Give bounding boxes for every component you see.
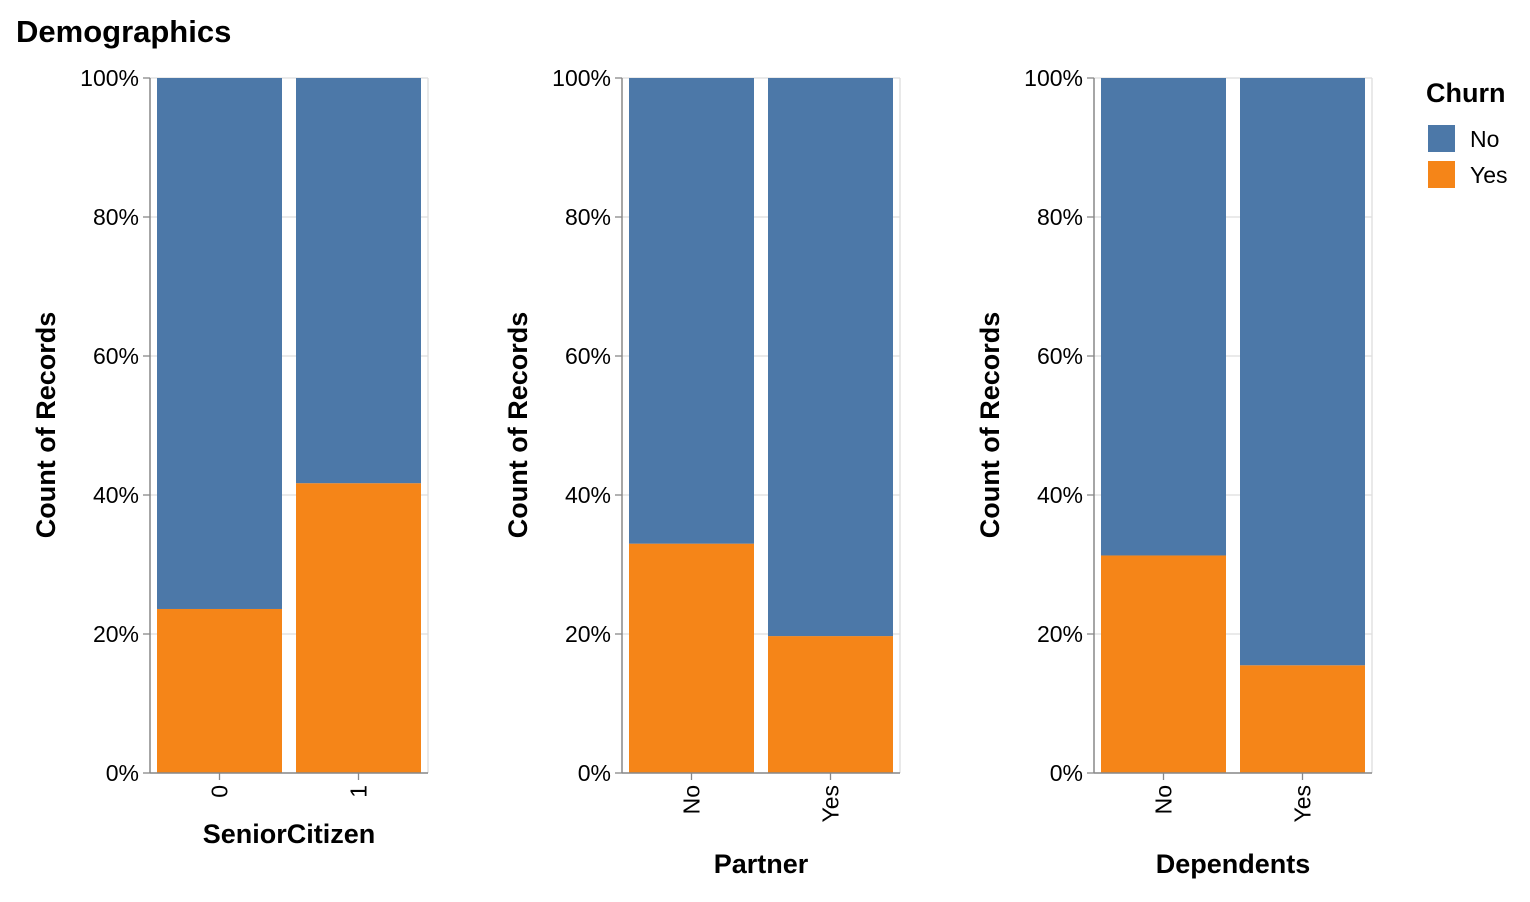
chart-title: Demographics: [16, 14, 231, 49]
y-tick-label: 40%: [93, 482, 139, 508]
x-tick-label: 1: [346, 785, 372, 798]
y-tick-label: 60%: [93, 343, 139, 369]
y-tick-label: 100%: [80, 65, 139, 91]
legend-swatch-yes: [1428, 161, 1455, 188]
bar-no-no: [1101, 78, 1226, 556]
y-tick-label: 80%: [93, 204, 139, 230]
bar-yes-no: [1240, 78, 1365, 666]
y-tick-label: 20%: [93, 621, 139, 647]
y-axis-title: Count of Records: [31, 312, 61, 539]
panel-seniorcitizen: 0% 20% 40% 60% 80% 100% 0 1 Count of Records Seni…: [31, 65, 429, 849]
y-tick-label: 40%: [565, 482, 611, 508]
y-axis-title: Count of Records: [503, 312, 533, 539]
bar-yes-yes: [1240, 665, 1365, 773]
y-tick-label: 20%: [1037, 621, 1083, 647]
bar-no-yes: [629, 543, 754, 773]
bar-no-no: [629, 78, 754, 544]
x-tick-label: No: [1151, 785, 1177, 814]
x-axis-title: Dependents: [1156, 849, 1311, 879]
bar-0-yes: [157, 608, 282, 773]
bar-0-no: [157, 78, 282, 609]
bar-1-yes: [296, 483, 421, 773]
y-tick-label: 100%: [552, 65, 611, 91]
legend-label-yes: Yes: [1470, 162, 1508, 188]
legend-label-no: No: [1470, 126, 1499, 152]
legend-title: Churn: [1426, 78, 1505, 108]
y-tick-label: 0%: [578, 760, 611, 786]
x-tick-label: Yes: [1290, 785, 1316, 823]
y-tick-label: 80%: [565, 204, 611, 230]
chart-panels: 0% 20% 40% 60% 80% 100% 0 1 Count of Records Seni…: [31, 65, 1373, 879]
x-tick-label: No: [679, 785, 705, 814]
x-axis-title: SeniorCitizen: [203, 819, 376, 849]
panel-partner: 0% 20% 40% 60% 80% 100% No Yes Count of Records P…: [503, 65, 901, 879]
bar-yes-no: [768, 78, 893, 637]
x-axis-title: Partner: [714, 849, 809, 879]
y-axis-title: Count of Records: [975, 312, 1005, 539]
bar-1-no: [296, 78, 421, 484]
y-tick-label: 60%: [565, 343, 611, 369]
legend: Churn No Yes: [1426, 78, 1508, 188]
y-tick-label: 0%: [106, 760, 139, 786]
panel-dependents: 0% 20% 40% 60% 80% 100% No Yes Count of Records D…: [975, 65, 1373, 879]
y-tick-label: 100%: [1024, 65, 1083, 91]
x-tick-label: 0: [207, 785, 233, 798]
bar-yes-yes: [768, 636, 893, 773]
legend-swatch-no: [1428, 125, 1455, 152]
x-tick-label: Yes: [818, 785, 844, 823]
y-tick-label: 20%: [565, 621, 611, 647]
y-tick-label: 40%: [1037, 482, 1083, 508]
y-tick-label: 80%: [1037, 204, 1083, 230]
y-tick-label: 0%: [1050, 760, 1083, 786]
y-tick-label: 60%: [1037, 343, 1083, 369]
bar-no-yes: [1101, 555, 1226, 773]
